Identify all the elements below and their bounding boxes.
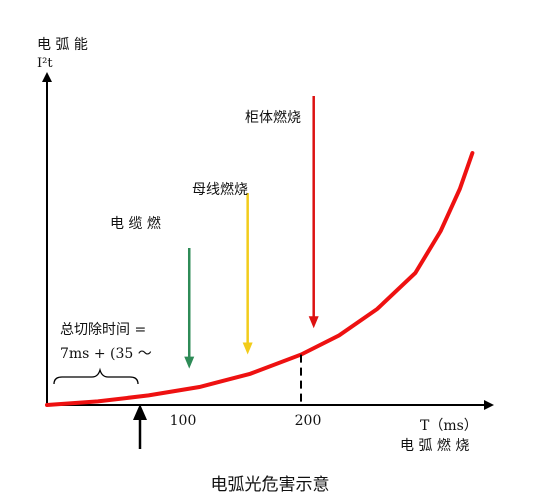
note-line-2: 7ms + (35 ～ [60,346,152,362]
note-line-1: 总切除时间 = [60,322,146,338]
y-axis-label-1: 电 弧 能 [37,37,88,53]
x-tick-label-100: 100 [170,413,197,429]
series-line-arc-energy [45,151,475,407]
x-axis-label-2: 电 弧 燃 烧 [400,437,469,454]
x-tick-label-200: 200 [295,413,322,429]
annotation-cable: 电 缆 燃 [110,215,161,232]
annotation-arrow-head-icon [308,316,319,329]
trip-arrow-head-icon [133,404,147,420]
x-axis-label-1: T（ms） [420,418,478,434]
annotation-busbar: 母线燃烧 [192,181,248,198]
annotation-arrow-head-icon [184,356,195,369]
brace-icon [53,367,139,385]
annotation-arrow-head-icon [242,342,253,355]
annotation-arrows [184,96,319,369]
annotation-cabinet: 柜体燃烧 [245,109,301,126]
chart-title: 电弧光危害示意 [211,475,330,495]
y-axis-label-2: I²t [37,56,53,71]
